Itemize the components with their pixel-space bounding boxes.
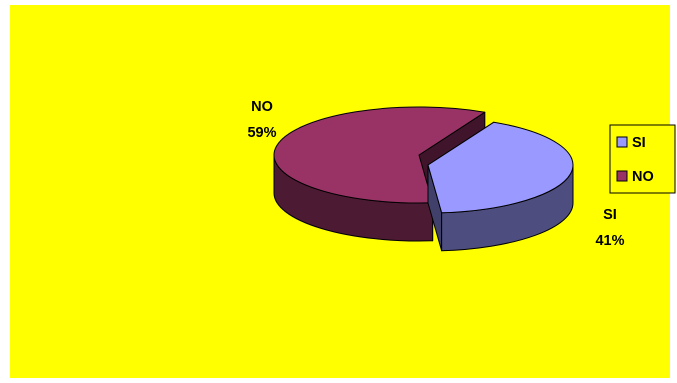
data-label-si-percent: 41% — [595, 233, 624, 249]
data-label-si-category: SI — [603, 207, 617, 223]
data-labels: SI 41% NO 59% — [247, 99, 624, 249]
pie-slice-si — [427, 121, 574, 214]
legend: SI NO — [609, 124, 676, 194]
legend-box — [609, 124, 676, 194]
legend-label-no: NO — [632, 169, 654, 185]
legend-swatch-si — [616, 136, 628, 148]
legend-swatch-no — [616, 170, 628, 182]
data-label-no-percent: 59% — [247, 125, 276, 141]
data-label-no-category: NO — [251, 99, 273, 115]
pie-slice-no — [273, 106, 486, 204]
legend-label-si: SI — [632, 135, 646, 151]
pie-slices — [273, 106, 574, 252]
